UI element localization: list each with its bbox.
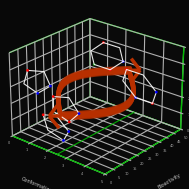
X-axis label: Conformation: Conformation [21, 177, 54, 189]
Y-axis label: Bioactivity: Bioactivity [157, 173, 181, 189]
